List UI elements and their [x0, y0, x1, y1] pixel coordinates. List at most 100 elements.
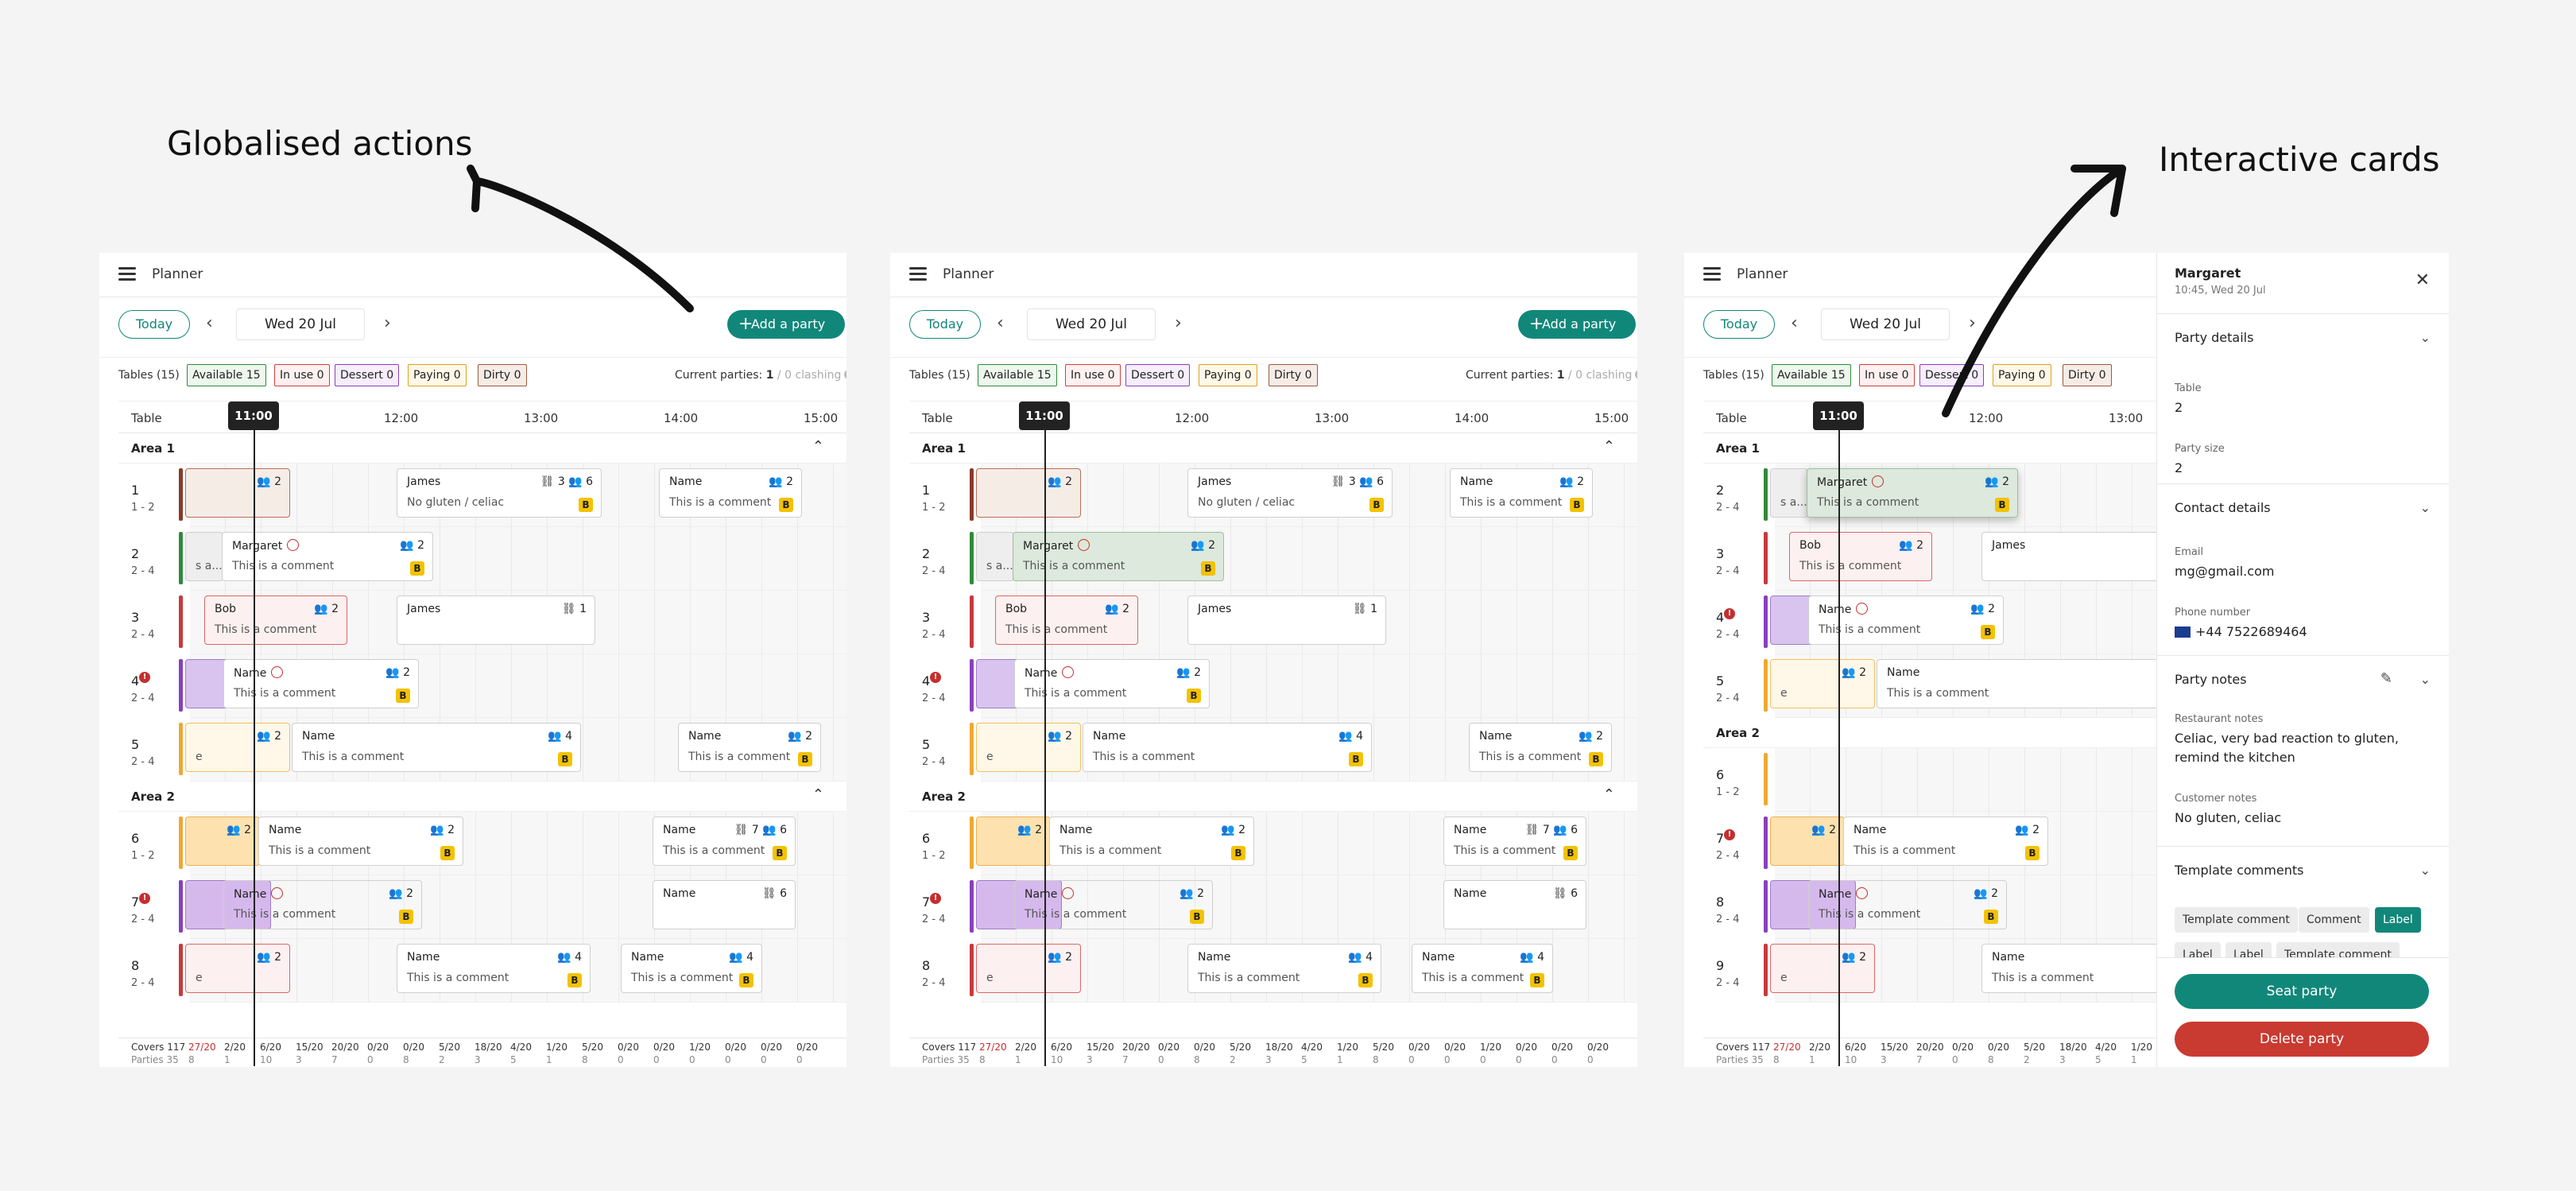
- contact-details-title[interactable]: Contact details: [2175, 500, 2271, 515]
- chevron-right-icon[interactable]: ›: [1175, 313, 1182, 333]
- reservation-card[interactable]: e 👥 2: [976, 944, 1081, 993]
- reservation-card[interactable]: James No gluten / celiac ⛓ 3 👥 6 B: [397, 468, 602, 518]
- chevron-right-icon[interactable]: ›: [384, 313, 391, 333]
- status-filter-chip[interactable]: In use 0: [274, 364, 330, 386]
- reservation-card[interactable]: Name This is a comment 👥 2 B: [223, 880, 422, 929]
- reservation-card[interactable]: Name This is a comment 👥 4 B: [397, 944, 591, 993]
- status-filter-chip[interactable]: Dirty 0: [478, 364, 527, 386]
- reservation-card[interactable]: Name This is a comment ⛓ 7 👥 6 B: [1443, 817, 1586, 866]
- status-filter-chip[interactable]: Dirty 0: [1269, 364, 1318, 386]
- reservation-card[interactable]: Name This is a comment 👥 2 B: [659, 468, 802, 518]
- reservation-card[interactable]: James: [1981, 532, 2180, 581]
- reservation-card[interactable]: Name This is a comment 👥 4 B: [621, 944, 762, 993]
- reservation-card[interactable]: Name This is a comment 👥 2 B: [1808, 596, 2004, 645]
- status-filter-chip[interactable]: Paying 0: [1199, 364, 1257, 386]
- reservation-card[interactable]: e 👥 2: [976, 723, 1081, 772]
- area-header[interactable]: Area 1 ⌃: [909, 433, 1637, 464]
- reservation-card[interactable]: s a...: [1770, 468, 1808, 518]
- chevron-down-icon[interactable]: ⌄: [2419, 863, 2431, 878]
- reservation-card[interactable]: Name This is a comment 👥 2 B: [1450, 468, 1593, 518]
- reservation-card[interactable]: [976, 880, 1062, 929]
- add-party-button[interactable]: + Add a party: [1518, 310, 1636, 339]
- reservation-card[interactable]: e 👥 2: [1770, 944, 1875, 993]
- reservation-card[interactable]: 👥 2: [185, 817, 260, 866]
- chevron-down-icon[interactable]: ⌄: [2419, 672, 2431, 687]
- area-header[interactable]: Area 1 ⌃: [118, 433, 846, 464]
- date-picker[interactable]: Wed 20 Jul: [1821, 308, 1950, 340]
- reservation-card[interactable]: 👥 2: [976, 817, 1051, 866]
- reservation-card[interactable]: Margaret This is a comment 👥 2 B: [1807, 468, 2018, 518]
- template-comments-title[interactable]: Template comments: [2175, 863, 2304, 878]
- reservation-card[interactable]: e 👥 2: [185, 723, 290, 772]
- status-filter-chip[interactable]: Available 15: [1772, 364, 1851, 386]
- info-icon[interactable]: [844, 370, 846, 379]
- status-filter-chip[interactable]: Paying 0: [408, 364, 467, 386]
- reservation-card[interactable]: Name This is a comment 👥 2 B: [223, 659, 419, 708]
- reservation-card[interactable]: Bob This is a comment 👥 2: [1789, 532, 1932, 581]
- template-chip[interactable]: Comment: [2299, 907, 2369, 933]
- reservation-card[interactable]: Name This is a comment 👥 4 B: [1083, 723, 1372, 772]
- template-chip-selected[interactable]: Label: [2375, 907, 2421, 933]
- add-party-button[interactable]: + Add a party: [727, 310, 845, 339]
- reservation-card[interactable]: Name This is a comment 👥 2 B: [258, 817, 463, 866]
- reservation-card[interactable]: e 👥 2: [1770, 659, 1875, 708]
- edit-icon[interactable]: ✎: [2380, 670, 2392, 687]
- party-notes-title[interactable]: Party notes: [2175, 672, 2247, 687]
- reservation-card[interactable]: Name This is a comment: [1877, 659, 2166, 708]
- reservation-card[interactable]: Name This is a comment 👥 2 B: [1049, 817, 1254, 866]
- reservation-card[interactable]: Name This is a comment ⛓ 7 👥 6 B: [653, 817, 796, 866]
- reservation-card[interactable]: e 👥 2: [185, 944, 290, 993]
- chevron-left-icon[interactable]: ‹: [997, 313, 1004, 333]
- reservation-card[interactable]: Name This is a comment 👥 2 B: [1469, 723, 1612, 772]
- reservation-card[interactable]: Name This is a comment 👥 2 B: [678, 723, 821, 772]
- reservation-card[interactable]: [185, 880, 271, 929]
- status-filter-chip[interactable]: Dirty 0: [2063, 364, 2112, 386]
- reservation-card[interactable]: Name ⛓ 6: [1443, 880, 1586, 929]
- reservation-card[interactable]: James ⛓ 1: [1187, 596, 1386, 645]
- reservation-card[interactable]: Name This is a comment 👥 2 B: [1014, 659, 1210, 708]
- chevron-up-icon[interactable]: ⌃: [812, 786, 824, 803]
- reservation-card[interactable]: Name This is a comment 👥 2 B: [1843, 817, 2048, 866]
- delete-party-button[interactable]: Delete party: [2175, 1022, 2429, 1057]
- reservation-card[interactable]: James No gluten / celiac ⛓ 3 👥 6 B: [1187, 468, 1393, 518]
- chevron-down-icon[interactable]: ⌄: [2419, 500, 2431, 515]
- status-filter-chip[interactable]: Available 15: [187, 364, 266, 386]
- hamburger-menu-icon[interactable]: [118, 267, 136, 281]
- reservation-card[interactable]: Name This is a comment: [1981, 944, 2175, 993]
- date-picker[interactable]: Wed 20 Jul: [1027, 308, 1156, 340]
- chevron-left-icon[interactable]: ‹: [206, 313, 213, 333]
- status-filter-chip[interactable]: In use 0: [1065, 364, 1121, 386]
- reservation-card[interactable]: James ⛓ 1: [397, 596, 595, 645]
- chevron-up-icon[interactable]: ⌃: [812, 438, 824, 455]
- reservation-card[interactable]: Bob This is a comment 👥 2: [995, 596, 1138, 645]
- reservation-card[interactable]: Name This is a comment 👥 4 B: [292, 723, 581, 772]
- info-icon[interactable]: [1635, 370, 1637, 379]
- today-button[interactable]: Today: [909, 310, 981, 339]
- reservation-card[interactable]: s a...: [185, 532, 223, 581]
- chevron-down-icon[interactable]: ⌄: [2419, 330, 2431, 345]
- area-header[interactable]: Area 2 ⌃: [909, 782, 1637, 812]
- chevron-left-icon[interactable]: ‹: [1791, 313, 1798, 333]
- status-filter-chip[interactable]: Dessert 0: [1125, 364, 1191, 386]
- today-button[interactable]: Today: [1703, 310, 1775, 339]
- reservation-card[interactable]: s a...: [976, 532, 1014, 581]
- status-filter-chip[interactable]: In use 0: [1859, 364, 1915, 386]
- chevron-right-icon[interactable]: ›: [1969, 313, 1976, 333]
- hamburger-menu-icon[interactable]: [909, 267, 927, 281]
- area-header[interactable]: Area 2 ⌃: [118, 782, 846, 812]
- reservation-card[interactable]: Bob This is a comment 👥 2: [204, 596, 347, 645]
- reservation-card[interactable]: Margaret This is a comment 👥 2 B: [1013, 532, 1224, 581]
- status-filter-chip[interactable]: Available 15: [978, 364, 1057, 386]
- status-filter-chip[interactable]: Paying 0: [1993, 364, 2051, 386]
- chevron-up-icon[interactable]: ⌃: [1602, 438, 1615, 455]
- reservation-card[interactable]: Name ⛓ 6: [653, 880, 796, 929]
- reservation-card[interactable]: 👥 2: [1770, 817, 1845, 866]
- chevron-up-icon[interactable]: ⌃: [1602, 786, 1615, 803]
- hamburger-menu-icon[interactable]: [1703, 267, 1721, 281]
- reservation-card[interactable]: Margaret This is a comment 👥 2 B: [222, 532, 433, 581]
- seat-party-button[interactable]: Seat party: [2175, 974, 2429, 1009]
- template-chip[interactable]: Template comment: [2175, 907, 2298, 933]
- close-icon[interactable]: ✕: [2415, 270, 2430, 290]
- reservation-card[interactable]: Name This is a comment 👥 4 B: [1187, 944, 1381, 993]
- reservation-card[interactable]: 👥 2: [185, 468, 290, 518]
